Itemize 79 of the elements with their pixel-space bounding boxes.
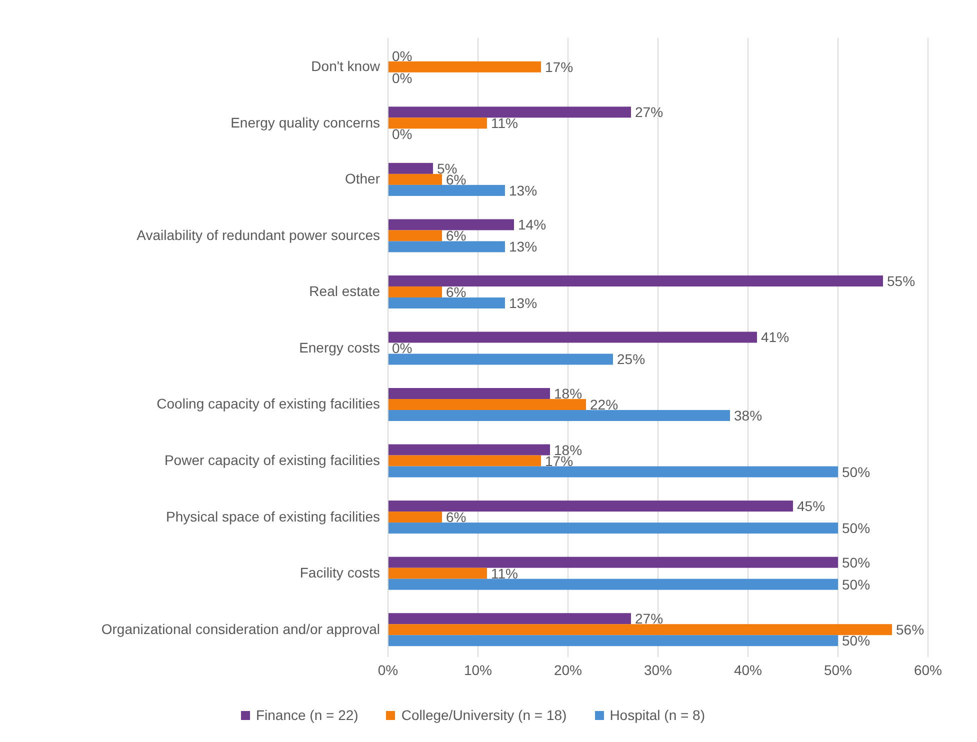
data-label: 13% (509, 294, 538, 311)
bar (388, 613, 631, 624)
bar (388, 297, 505, 308)
data-label: 0% (392, 126, 412, 142)
bar (388, 399, 586, 410)
y-tick-label: Power capacity of existing facilities (164, 452, 380, 468)
data-label: 50% (842, 464, 870, 480)
data-label: 11% (491, 565, 518, 582)
data-label: 55% (887, 272, 916, 289)
x-tick-label: 0% (378, 662, 398, 678)
data-label: 41% (761, 329, 790, 346)
bar (388, 354, 613, 365)
data-label: 25% (617, 351, 646, 368)
bar (388, 286, 442, 298)
y-tick-label: Availability of redundant power sources (136, 226, 380, 243)
bar (388, 106, 631, 118)
bar (388, 500, 793, 512)
legend-label: College/University (n = 18) (400, 707, 567, 723)
bar (388, 455, 541, 466)
x-tick-label: 30% (644, 662, 672, 678)
data-label: 38% (734, 408, 762, 424)
x-tick-label: 40% (734, 662, 762, 678)
data-label: 27% (635, 104, 664, 120)
data-label: 50% (842, 632, 870, 649)
bar (388, 410, 730, 422)
data-label: 50% (842, 576, 870, 592)
data-label: 56% (896, 622, 924, 638)
bar (388, 332, 757, 343)
x-tick-label: 10% (464, 662, 492, 678)
bar (388, 275, 883, 286)
data-label: 50% (842, 520, 870, 536)
y-tick-label: Don't know (311, 58, 381, 74)
y-tick-label: Cooling capacity of existing facilities (156, 396, 380, 412)
bar (388, 556, 838, 568)
data-label: 0% (392, 70, 412, 86)
legend-label: Finance (n = 22) (254, 707, 358, 723)
data-label: 6% (446, 228, 466, 244)
bar (388, 162, 433, 174)
bar (388, 522, 838, 534)
x-tick-label: 20% (554, 662, 582, 678)
bar (388, 184, 505, 196)
y-tick-label: Real estate (309, 283, 380, 300)
data-label: 13% (509, 182, 538, 198)
bar (388, 118, 487, 129)
data-label: 17% (545, 58, 574, 75)
data-label: 13% (509, 238, 538, 255)
data-label: 14% (518, 216, 546, 233)
bar (388, 219, 514, 230)
y-tick-label: Organizational consideration and/or approval (101, 620, 380, 637)
data-label: 6% (446, 284, 466, 300)
data-label: 45% (797, 498, 826, 514)
data-label: 0% (392, 340, 412, 356)
legend-label: Hospital (n = 8) (608, 707, 706, 723)
x-tick-label: 50% (824, 662, 852, 678)
data-label: 6% (446, 509, 466, 526)
bar (388, 635, 838, 646)
bar (388, 466, 838, 478)
bar (388, 388, 550, 400)
data-label: 18% (554, 386, 582, 402)
y-tick-label: Energy quality concerns (230, 114, 380, 130)
data-label: 0% (392, 48, 412, 64)
bar (388, 512, 442, 523)
y-tick-label: Energy costs (299, 339, 380, 356)
y-tick-label: Other (344, 170, 380, 187)
data-label: 11% (491, 115, 518, 132)
data-label: 50% (842, 554, 870, 570)
bar (388, 230, 442, 242)
data-label: 27% (635, 610, 664, 627)
y-tick-label: Physical space of existing facilities (166, 508, 380, 524)
bar (388, 568, 487, 579)
y-tick-label: Facility costs (300, 564, 380, 581)
bar (388, 174, 442, 185)
bar (388, 61, 541, 72)
bar (388, 624, 892, 636)
bar (388, 444, 550, 456)
bar (388, 241, 505, 252)
bar (388, 578, 838, 590)
x-tick-label: 60% (914, 662, 942, 678)
data-label: 22% (590, 396, 618, 413)
